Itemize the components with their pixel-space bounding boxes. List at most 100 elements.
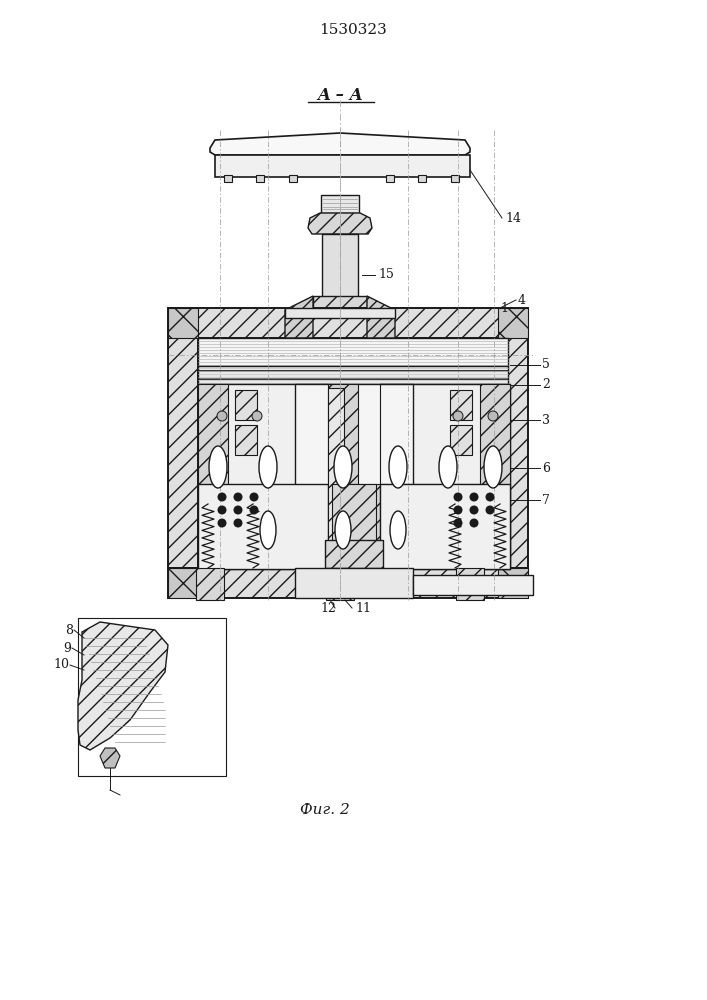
Bar xyxy=(321,195,359,213)
Text: 10: 10 xyxy=(53,658,69,672)
Bar xyxy=(198,338,508,366)
Circle shape xyxy=(233,492,243,502)
Ellipse shape xyxy=(334,446,352,488)
Polygon shape xyxy=(367,296,395,338)
Text: A – A: A – A xyxy=(317,87,363,104)
Bar xyxy=(224,175,232,182)
Bar xyxy=(498,338,528,568)
Bar xyxy=(289,175,297,182)
Polygon shape xyxy=(285,296,313,338)
Bar xyxy=(198,384,228,569)
Circle shape xyxy=(469,518,479,528)
Text: Фиг. 2: Фиг. 2 xyxy=(300,803,350,817)
Circle shape xyxy=(486,506,494,514)
Bar xyxy=(168,568,528,598)
Bar xyxy=(215,155,470,177)
Bar xyxy=(198,384,328,569)
Circle shape xyxy=(250,506,259,514)
Ellipse shape xyxy=(335,511,351,549)
Text: 9: 9 xyxy=(63,642,71,654)
Bar xyxy=(418,175,426,182)
Bar xyxy=(380,384,510,484)
Text: 14: 14 xyxy=(505,212,521,225)
Bar xyxy=(332,484,376,564)
Bar xyxy=(285,308,395,318)
Bar xyxy=(451,175,459,182)
Bar xyxy=(450,425,472,455)
Bar xyxy=(325,540,383,568)
Circle shape xyxy=(233,506,243,514)
Circle shape xyxy=(488,411,498,421)
Polygon shape xyxy=(100,748,120,768)
Ellipse shape xyxy=(260,511,276,549)
Circle shape xyxy=(233,518,243,528)
Bar xyxy=(168,308,528,338)
Bar xyxy=(196,568,224,600)
Bar xyxy=(498,308,528,338)
Ellipse shape xyxy=(209,446,227,488)
Bar xyxy=(168,568,198,598)
Text: 8: 8 xyxy=(65,624,73,637)
Bar xyxy=(456,568,484,600)
Text: 1530323: 1530323 xyxy=(319,23,387,37)
Bar xyxy=(386,175,394,182)
Bar xyxy=(256,175,264,182)
Ellipse shape xyxy=(439,446,457,488)
Circle shape xyxy=(218,506,226,514)
Circle shape xyxy=(252,411,262,421)
Bar xyxy=(168,308,198,338)
Circle shape xyxy=(453,492,462,502)
Bar xyxy=(322,234,358,310)
Circle shape xyxy=(453,506,462,514)
Circle shape xyxy=(469,506,479,514)
Text: 1: 1 xyxy=(500,302,508,314)
Circle shape xyxy=(218,518,226,528)
Polygon shape xyxy=(308,213,372,234)
Text: 7: 7 xyxy=(542,493,550,506)
Circle shape xyxy=(250,492,259,502)
Circle shape xyxy=(453,518,462,528)
Polygon shape xyxy=(210,133,470,155)
Bar xyxy=(200,390,222,420)
Bar xyxy=(200,425,222,455)
Polygon shape xyxy=(78,622,168,750)
Bar xyxy=(328,384,358,484)
Bar xyxy=(328,388,344,568)
Bar xyxy=(450,390,472,420)
Text: 6: 6 xyxy=(542,462,550,475)
Circle shape xyxy=(469,492,479,502)
Ellipse shape xyxy=(484,446,502,488)
Bar xyxy=(485,390,507,420)
Bar xyxy=(380,384,510,569)
Bar xyxy=(198,366,508,384)
Text: 11: 11 xyxy=(355,601,371,614)
Bar xyxy=(295,568,413,598)
Ellipse shape xyxy=(389,446,407,488)
Bar xyxy=(168,338,198,568)
Circle shape xyxy=(217,411,227,421)
Bar xyxy=(198,484,328,569)
Bar xyxy=(78,618,226,776)
Bar xyxy=(413,575,533,595)
Bar xyxy=(485,425,507,455)
Text: 5: 5 xyxy=(542,359,550,371)
Bar xyxy=(235,425,257,455)
Bar xyxy=(380,484,510,569)
Bar xyxy=(328,484,380,569)
Bar xyxy=(313,296,367,310)
Circle shape xyxy=(453,411,463,421)
Bar xyxy=(480,384,510,569)
Bar xyxy=(235,390,257,420)
Bar xyxy=(498,568,528,598)
Text: 4: 4 xyxy=(518,294,526,306)
Ellipse shape xyxy=(390,511,406,549)
Text: 12: 12 xyxy=(320,601,336,614)
Text: 15: 15 xyxy=(378,268,394,282)
Text: 3: 3 xyxy=(542,414,550,426)
Circle shape xyxy=(218,492,226,502)
Text: 2: 2 xyxy=(542,378,550,391)
Bar xyxy=(326,568,354,600)
Circle shape xyxy=(486,492,494,502)
Bar xyxy=(295,384,413,569)
Ellipse shape xyxy=(259,446,277,488)
